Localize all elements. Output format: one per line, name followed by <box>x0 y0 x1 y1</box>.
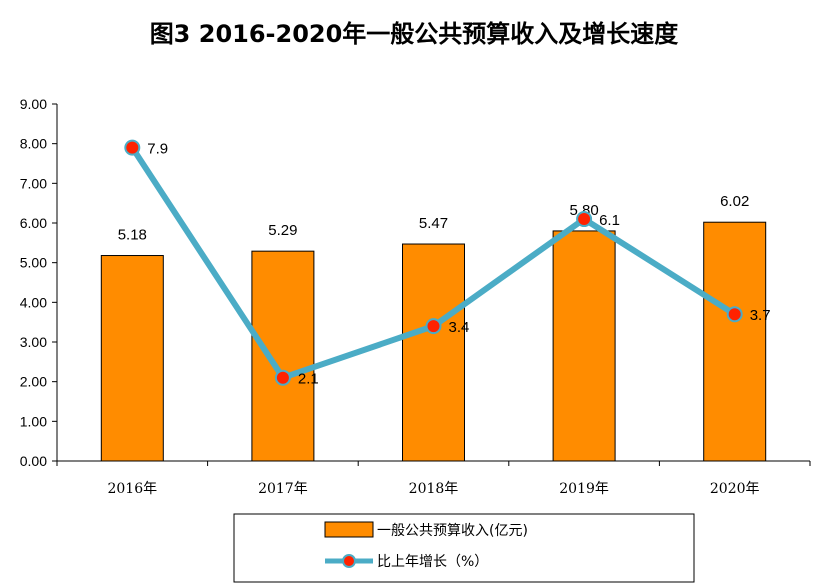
line-point <box>576 211 593 228</box>
y-tick-label: 6.00 <box>20 215 47 231</box>
legend: 一般公共预算收入(亿元) 比上年增长（%） <box>233 513 695 583</box>
bar-value-label: 5.80 <box>569 202 598 219</box>
x-tick-label: 2016年 <box>107 481 157 497</box>
bar <box>100 255 164 462</box>
chart-title: 图3 2016-2020年一般公共预算收入及增长速度 <box>149 20 679 48</box>
y-tick-label: 2.00 <box>20 374 47 390</box>
x-tick-label: 2019年 <box>559 481 609 497</box>
bar <box>402 243 465 462</box>
line-value-label: 6.1 <box>599 212 620 229</box>
legend-bar-swatch <box>324 521 374 538</box>
legend-box <box>233 513 695 583</box>
y-axis: 0.00 1.00 2.00 3.00 4.00 5.00 6.00 7.00 8.00 9.00 <box>20 96 58 469</box>
legend-bar-label: 一般公共预算收入(亿元) <box>377 523 528 539</box>
bar <box>251 250 315 462</box>
y-tick-label: 1.00 <box>20 413 47 429</box>
y-tick-label: 7.00 <box>20 175 47 191</box>
line-value-label: 3.7 <box>750 307 771 324</box>
bar <box>552 230 616 462</box>
x-axis: 2016年 2017年 2018年 2019年 2020年 <box>56 460 811 497</box>
y-tick-label: 0.00 <box>20 453 47 469</box>
y-tick-label: 8.00 <box>20 136 47 152</box>
bar-value-label: 5.47 <box>419 215 448 232</box>
line-value-label: 3.4 <box>449 319 470 336</box>
x-tick-label: 2017年 <box>258 481 308 497</box>
y-tick-label: 4.00 <box>20 294 47 310</box>
legend-line-marker <box>342 554 356 568</box>
line-value-label: 7.9 <box>147 141 168 158</box>
line-point <box>124 139 141 156</box>
bar <box>703 221 767 462</box>
x-tick-label: 2020年 <box>710 481 760 497</box>
y-tick-label: 9.00 <box>20 96 47 112</box>
bar-value-label: 5.29 <box>268 222 297 239</box>
y-tick-label: 5.00 <box>20 255 47 271</box>
x-tick-label: 2018年 <box>409 481 459 497</box>
line-point <box>726 306 743 323</box>
legend-line-label: 比上年增长（%） <box>377 554 488 570</box>
line-point <box>425 318 442 335</box>
line-series: 7.9 2.1 3.4 6.1 3.7 <box>124 139 771 388</box>
bar-series: 5.18 5.29 5.47 5.80 6.02 <box>100 193 767 462</box>
y-tick-label: 3.00 <box>20 334 47 350</box>
line-point <box>274 369 291 386</box>
bar-value-label: 6.02 <box>720 193 749 210</box>
bar-value-label: 5.18 <box>118 227 147 244</box>
line-value-label: 2.1 <box>298 371 319 388</box>
